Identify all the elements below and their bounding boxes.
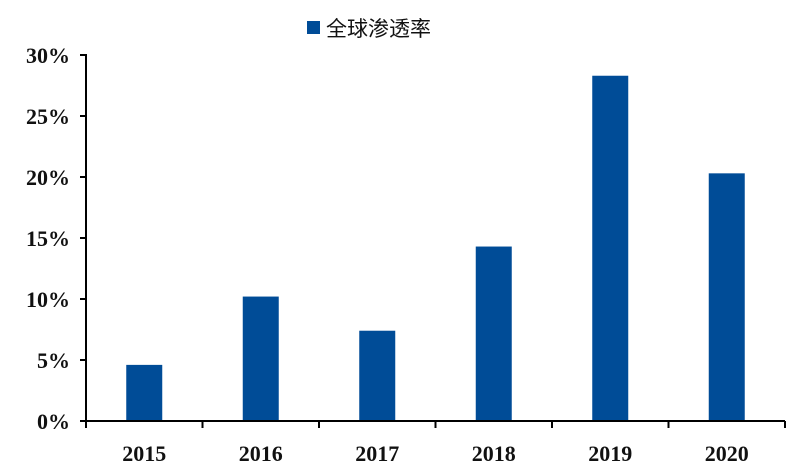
y-tick-label: 25% bbox=[26, 104, 70, 129]
x-tick-label: 2018 bbox=[472, 441, 516, 466]
bar-2020 bbox=[708, 173, 745, 421]
legend: 全球渗透率 bbox=[307, 17, 431, 41]
y-tick-label: 5% bbox=[37, 348, 70, 373]
legend-label: 全球渗透率 bbox=[326, 17, 431, 41]
y-tick-label: 15% bbox=[26, 226, 70, 251]
bar-2016 bbox=[242, 296, 279, 421]
bar-2018 bbox=[475, 246, 512, 421]
y-tick-label: 20% bbox=[26, 165, 70, 190]
bar-2015 bbox=[126, 364, 163, 421]
x-tick-label: 2019 bbox=[588, 441, 632, 466]
y-tick-label: 30% bbox=[26, 43, 70, 68]
x-tick-label: 2015 bbox=[122, 441, 166, 466]
x-tick-label: 2020 bbox=[705, 441, 749, 466]
x-tick-label: 2016 bbox=[239, 441, 283, 466]
y-tick-label: 10% bbox=[26, 287, 70, 312]
y-tick-label: 0% bbox=[37, 409, 70, 434]
bar-2019 bbox=[592, 75, 629, 422]
legend-swatch bbox=[307, 21, 320, 34]
bar-2017 bbox=[359, 330, 396, 421]
x-tick-label: 2017 bbox=[355, 441, 399, 466]
